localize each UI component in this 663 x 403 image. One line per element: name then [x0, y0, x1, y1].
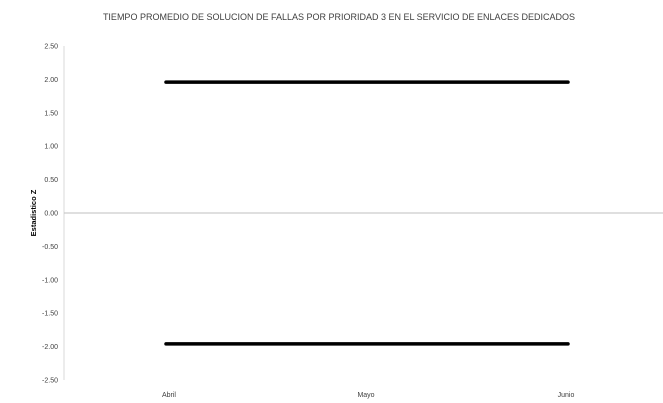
x-tick-labels: Abril Mayo Junio [162, 392, 574, 399]
y-tick-label: 2.50 [44, 44, 58, 51]
x-tick-label: Junio [558, 392, 575, 399]
chart-title: TIEMPO PROMEDIO DE SOLUCION DE FALLAS PO… [103, 12, 575, 22]
x-tick-label: Mayo [357, 392, 374, 399]
y-tick-label: -1.00 [42, 277, 58, 284]
series-lines [164, 80, 570, 346]
y-tick-label: -1.50 [42, 311, 58, 318]
y-tick-label: 1.50 [44, 110, 58, 117]
y-tick-label: -0.50 [42, 244, 58, 251]
y-tick-label: -2.50 [42, 378, 58, 385]
y-tick-label: -2.00 [42, 344, 58, 351]
x-tick-label: Abril [162, 392, 176, 399]
y-tick-label: 2.00 [44, 77, 58, 84]
y-tick-label: 0.50 [44, 177, 58, 184]
y-axis-label: Estadistico Z [29, 189, 38, 236]
y-tick-label: 0.00 [44, 211, 58, 218]
y-tick-labels: 2.50 2.00 1.50 1.00 0.50 0.00 -0.50 -1.00 -1.50 -… [42, 44, 58, 385]
y-tick-label: 1.00 [44, 144, 58, 151]
